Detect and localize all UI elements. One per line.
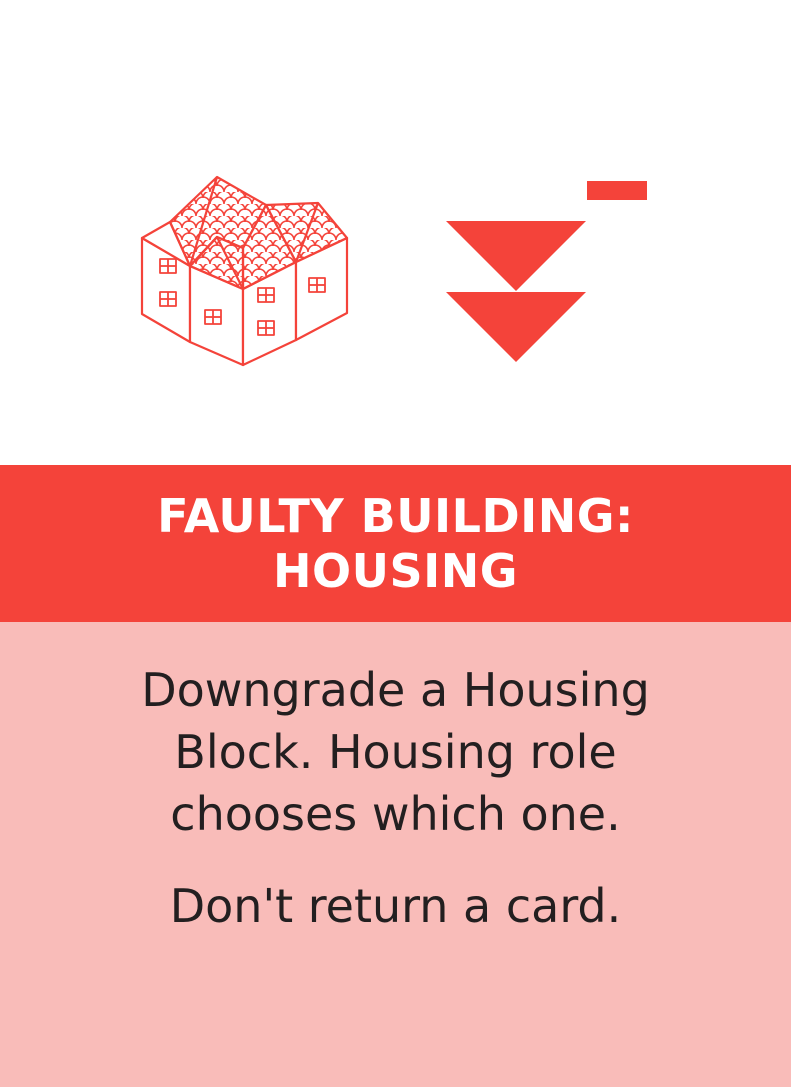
- minus-icon: [587, 181, 647, 200]
- housing-block-icon: [140, 175, 349, 367]
- card-effect-text: Downgrade a Housing Block. Housing role …: [0, 659, 791, 845]
- down-arrow-upper-icon: [446, 221, 586, 291]
- card-title-line-2: HOUSING: [273, 543, 518, 598]
- down-arrow-lower-icon: [446, 292, 586, 362]
- card-effect-line-1: Downgrade a Housing: [141, 663, 650, 717]
- card-title-line-1: FAULTY BUILDING:: [157, 488, 634, 543]
- card-title: FAULTY BUILDING: HOUSING: [0, 465, 791, 622]
- downgrade-icon: [446, 181, 647, 362]
- card-body: Downgrade a Housing Block. Housing role …: [0, 622, 791, 1087]
- card-effect-line-2: Block. Housing role: [174, 725, 617, 779]
- card-note-text: Don't return a card.: [169, 879, 622, 933]
- card-effect-line-3: chooses which one.: [170, 787, 621, 841]
- card-icon-area: [0, 0, 791, 465]
